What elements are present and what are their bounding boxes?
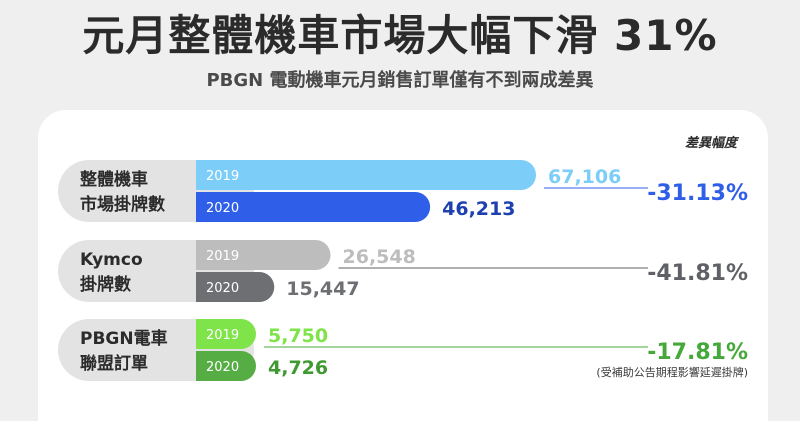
diff-column-header: 差異幅度: [685, 135, 740, 151]
bar-2019: [196, 240, 331, 270]
bar-value-label: 26,548: [343, 246, 416, 268]
group-label-line: 掛牌數: [80, 274, 131, 295]
diff-percentage: -17.81%: [647, 340, 748, 365]
group-label-line: 聯盟訂單: [80, 353, 148, 374]
bar-2020-left-edge: [196, 272, 211, 302]
footnote: (受補助公告期程影響延遲掛牌): [596, 365, 748, 379]
bar-2020-left-edge: [196, 351, 211, 381]
diff-percentage: -41.81%: [647, 261, 748, 286]
bar-value-label: 67,106: [548, 166, 621, 188]
bar-2019-left-edge: [196, 240, 211, 270]
bar-year-label: 2020: [206, 360, 239, 375]
bar-year-label: 2020: [206, 281, 239, 296]
bar-year-label: 2019: [206, 249, 239, 264]
bar-2019-left-edge: [196, 319, 211, 349]
bar-2019-left-edge: [196, 160, 211, 190]
group-label-line: 市場掛牌數: [80, 194, 165, 215]
group-label-line: PBGN電車: [80, 328, 168, 349]
page-subtitle: PBGN 電動機車元月銷售訂單僅有不到兩成差異: [206, 70, 594, 91]
bar-value-label: 46,213: [442, 198, 515, 220]
diff-percentage: -31.13%: [647, 181, 748, 206]
bar-2020: [196, 272, 275, 302]
page-title: 元月整體機車市場大幅下滑 31%: [82, 11, 718, 60]
bar-year-label: 2019: [206, 169, 239, 184]
group-label-line: 整體機車: [80, 169, 148, 190]
bar-2020-left-edge: [196, 192, 211, 222]
bar-value-label: 4,726: [268, 357, 328, 379]
bar-year-label: 2019: [206, 328, 239, 343]
bar-value-label: 5,750: [268, 325, 328, 347]
bar-year-label: 2020: [206, 201, 239, 216]
bar-2019: [196, 160, 536, 190]
bar-2020: [196, 192, 431, 222]
group-label-line: Kymco: [80, 250, 143, 270]
bar-value-label: 15,447: [286, 278, 359, 300]
